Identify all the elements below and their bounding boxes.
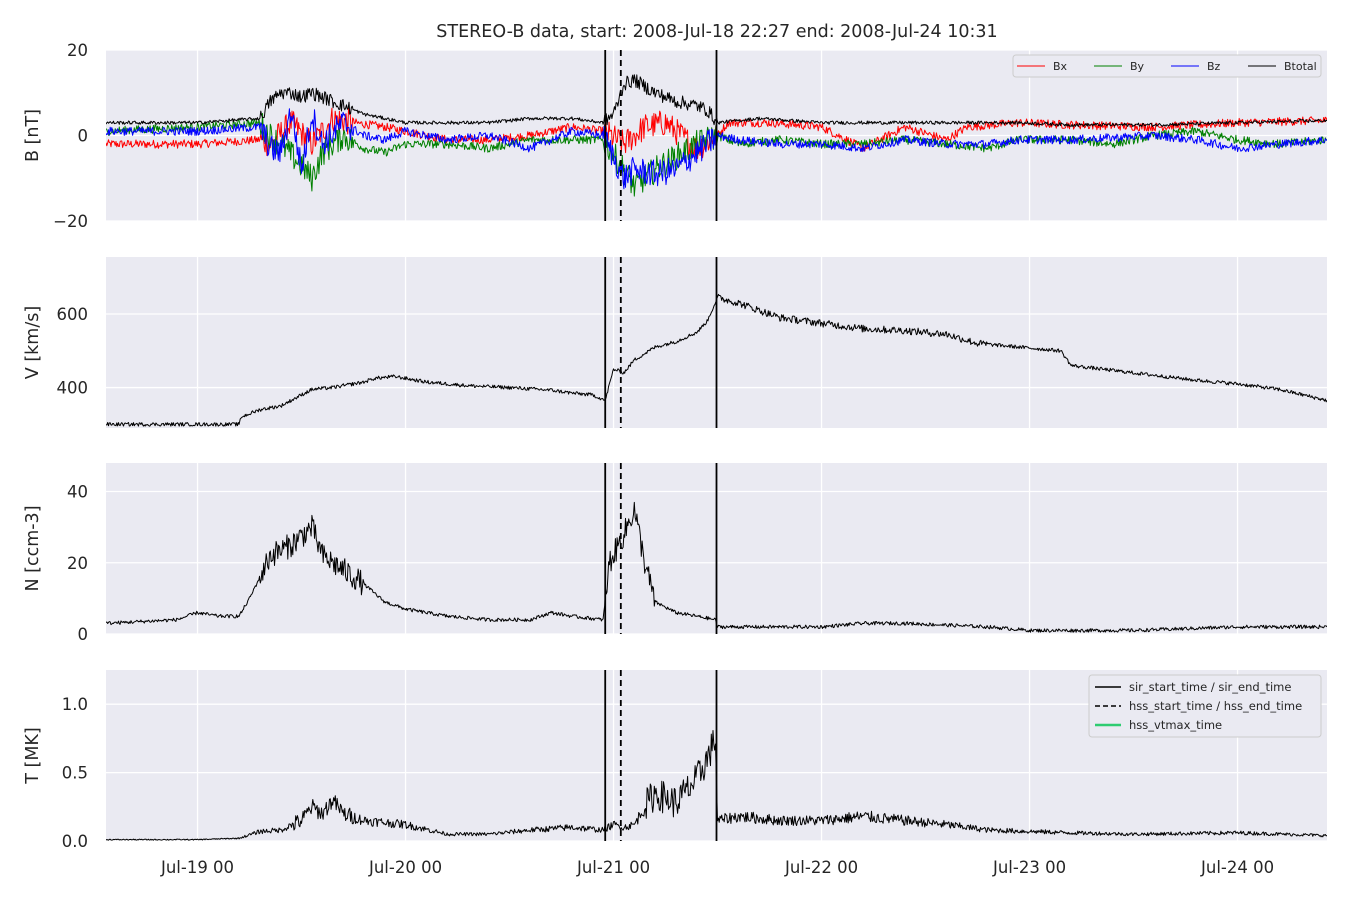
x-tick-label: Jul-19 00 [160, 858, 234, 877]
legend: sir_start_time / sir_end_time hss_start_t… [1088, 674, 1322, 738]
y-tick-label: 0 [78, 625, 89, 644]
y-axis-label: B [nT] [23, 109, 43, 162]
y-tick-label: 400 [57, 379, 89, 398]
panel-3: 0 20 40 N [ccm-3] [23, 463, 1327, 644]
x-tick-label: Jul-20 00 [368, 858, 442, 877]
x-tick-label: Jul-22 00 [784, 858, 858, 877]
y-tick-label: 1.0 [62, 695, 88, 714]
legend-box [1012, 54, 1322, 78]
legend-box [1088, 674, 1322, 738]
y-tick-label: 20 [67, 554, 88, 573]
series-line [106, 293, 1327, 427]
legend: Bx By Bz Btotal [1012, 54, 1322, 78]
y-axis-label: T [MK] [23, 727, 43, 784]
series-group [106, 293, 1327, 427]
y-axis-label: V [km/s] [23, 306, 43, 379]
x-tick-label: Jul-24 00 [1200, 858, 1274, 877]
y-axis-label: N [ccm-3] [23, 505, 43, 591]
y-tick-label: 0.5 [62, 764, 88, 783]
y-tick-label: 600 [57, 305, 89, 324]
panel-1: −20 0 20 B [nT] Bx By Bz Btotal [23, 41, 1327, 231]
legend-label: sir_start_time / sir_end_time [1129, 680, 1291, 694]
y-tick-label: −20 [53, 212, 88, 231]
y-tick-label: 0 [78, 127, 89, 146]
legend-label: hss_start_time / hss_end_time [1129, 699, 1302, 713]
panel-4: 0.0 0.5 1.0 T [MK] sir_start_time / sir_end_… [23, 670, 1327, 877]
chart-title: STEREO-B data, start: 2008-Jul-18 22:27 … [436, 22, 997, 42]
x-tick-label: Jul-23 00 [992, 858, 1066, 877]
y-tick-label: 0.0 [62, 832, 88, 851]
legend-label: By [1130, 60, 1145, 73]
y-tick-label: 40 [67, 483, 88, 502]
x-tick-label: Jul-21 00 [576, 858, 650, 877]
legend-label: hss_vtmax_time [1129, 718, 1222, 732]
legend-label: Bz [1207, 60, 1221, 73]
legend-label: Bx [1053, 60, 1068, 73]
y-tick-label: 20 [67, 41, 88, 60]
legend-label: Btotal [1284, 60, 1317, 73]
panels: −20 0 20 B [nT] Bx By Bz Btotal 400 600 V [km/s] 0 2… [23, 41, 1327, 877]
panel-2: 400 600 V [km/s] [23, 257, 1327, 428]
